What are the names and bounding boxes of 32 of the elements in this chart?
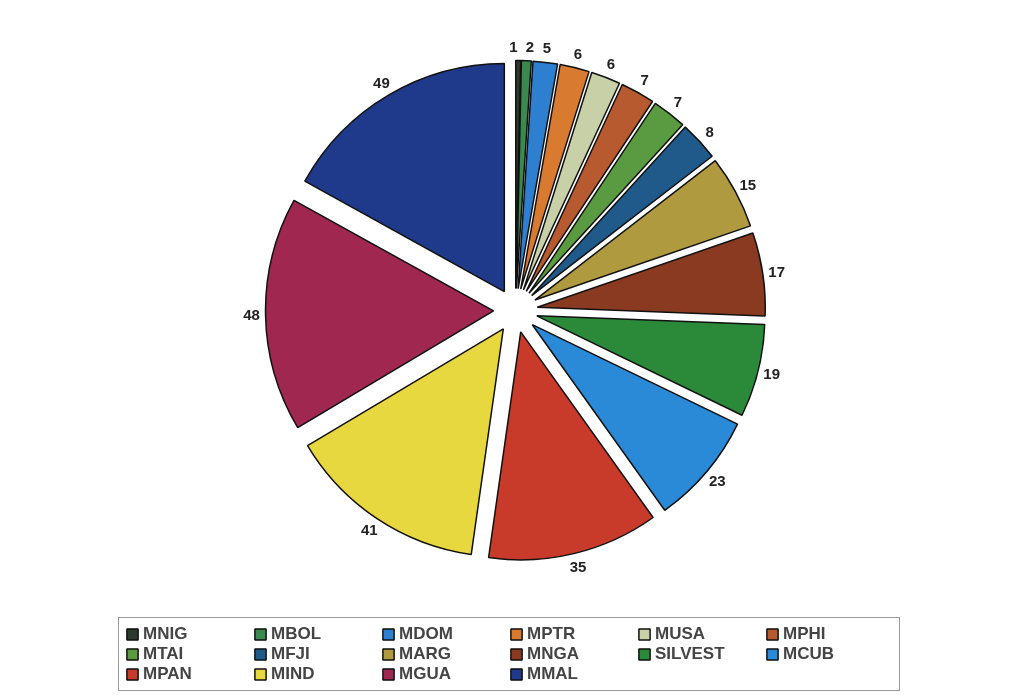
data-label: 41 <box>360 521 378 539</box>
legend-label: MTAI <box>143 644 185 664</box>
data-label: 6 <box>606 55 616 73</box>
data-label: 48 <box>243 305 260 323</box>
data-label: 5 <box>542 39 552 57</box>
legend-label: MMAL <box>527 664 579 684</box>
legend-label: MNGA <box>527 644 580 664</box>
legend-label: MDOM <box>399 624 454 644</box>
data-label: 35 <box>569 557 587 575</box>
data-label: 23 <box>708 471 726 489</box>
data-label: 7 <box>640 71 649 89</box>
legend-label: MFJI <box>271 644 311 664</box>
legend-label: MBOL <box>271 624 323 644</box>
data-label: 2 <box>525 37 535 55</box>
data-label: 7 <box>673 93 683 111</box>
legend-label: MPHI <box>783 624 827 644</box>
data-label: 8 <box>705 122 714 140</box>
legend-label: MNIG <box>143 624 189 644</box>
data-label: 1 <box>509 37 518 55</box>
legend-label: MGUA <box>399 664 452 684</box>
data-label: 17 <box>768 262 786 280</box>
data-label: 15 <box>739 176 757 194</box>
legend-label: MUSA <box>655 624 707 644</box>
legend-label: MCUB <box>783 644 835 664</box>
data-label: 19 <box>763 365 780 383</box>
legend-label: MPTR <box>527 624 577 644</box>
legend-label: MIND <box>271 664 316 684</box>
legend-label: MARG <box>399 644 452 664</box>
legend-label: MPAN <box>143 664 193 684</box>
legend-label: SILVEST <box>655 644 726 664</box>
data-label: 6 <box>573 45 583 63</box>
data-label: 49 <box>373 74 390 92</box>
